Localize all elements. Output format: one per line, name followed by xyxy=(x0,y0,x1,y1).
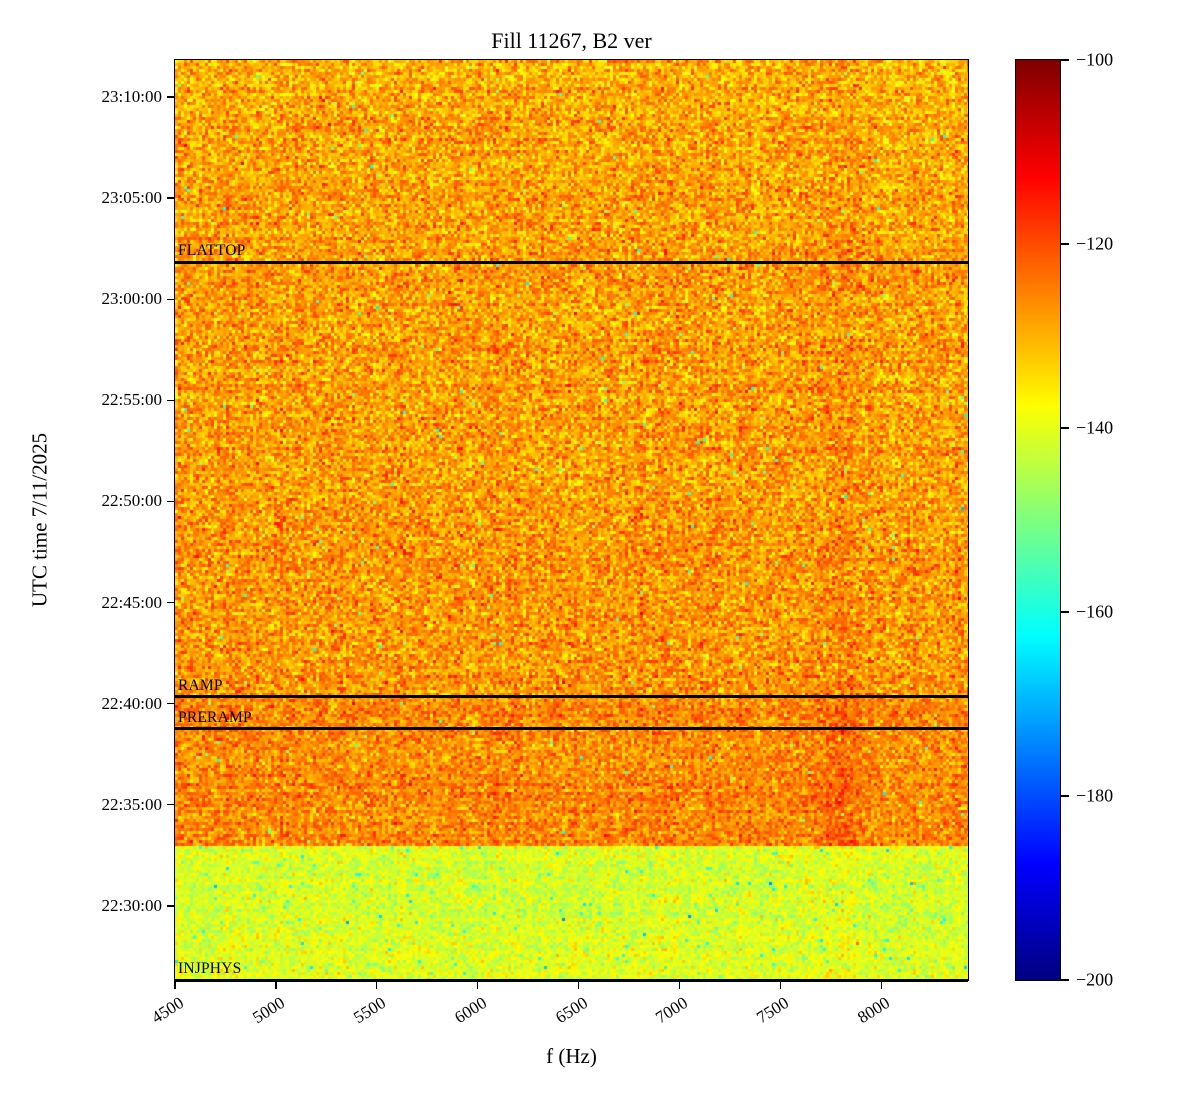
x-tick-label: 7000 xyxy=(652,993,692,1028)
colorbar-tick-mark xyxy=(1061,427,1069,429)
colorbar-tick-mark xyxy=(1061,611,1069,613)
x-tick-label: 7500 xyxy=(753,993,793,1028)
x-tick-label: 8000 xyxy=(854,993,894,1028)
y-tick-label: 23:10:00 xyxy=(101,87,162,107)
colorbar-tick-mark xyxy=(1061,243,1069,245)
annotation-label: RAMP xyxy=(178,676,223,694)
annotation-label: INJPHYS xyxy=(178,960,242,977)
annotation-line xyxy=(175,727,968,731)
y-tick-mark xyxy=(167,298,175,300)
x-tick-label: 5500 xyxy=(349,993,389,1028)
y-tick-mark xyxy=(167,804,175,806)
y-tick-mark xyxy=(167,905,175,907)
y-tick-mark xyxy=(167,601,175,604)
x-tick-mark xyxy=(577,981,580,989)
y-tick-label: 22:45:00 xyxy=(101,592,162,612)
y-tick-label: 22:35:00 xyxy=(101,794,162,814)
y-tick-label: 22:55:00 xyxy=(101,390,162,410)
spectrogram-canvas xyxy=(175,60,968,980)
y-tick-mark xyxy=(167,500,175,503)
colorbar-tick-label: −160 xyxy=(1076,601,1114,622)
colorbar-tick-mark xyxy=(1061,795,1069,797)
x-tick-label: 4500 xyxy=(148,993,188,1028)
y-tick-mark xyxy=(167,702,175,705)
colorbar-tick-label: −180 xyxy=(1076,785,1114,806)
colorbar-canvas xyxy=(1016,60,1060,980)
colorbar-tick-label: −140 xyxy=(1076,417,1114,438)
x-tick-mark xyxy=(174,981,176,989)
y-tick-mark xyxy=(167,197,175,199)
x-tick-mark xyxy=(779,981,782,989)
x-tick-mark xyxy=(476,981,479,989)
x-tick-mark xyxy=(275,981,277,989)
x-tick-mark xyxy=(880,981,882,989)
x-tick-mark xyxy=(678,981,681,989)
y-tick-mark xyxy=(167,96,175,98)
colorbar-tick-mark xyxy=(1061,979,1069,981)
y-tick-label: 23:05:00 xyxy=(101,188,162,208)
annotation-line xyxy=(175,695,968,699)
annotation-label: PRERAMP xyxy=(178,708,252,726)
chart-title: Fill 11267, B2 ver xyxy=(491,28,652,53)
annotation-label: FLATTOP xyxy=(178,242,246,260)
y-tick-label: 22:50:00 xyxy=(101,491,162,511)
y-axis-label: UTC time 7/11/2025 xyxy=(27,432,52,608)
x-tick-mark xyxy=(376,981,378,989)
y-tick-mark xyxy=(167,399,175,402)
x-tick-label: 6500 xyxy=(551,993,591,1028)
x-tick-label: 6000 xyxy=(450,993,490,1028)
y-tick-label: 23:00:00 xyxy=(101,289,162,309)
colorbar-tick-label: −120 xyxy=(1076,233,1114,254)
annotation-line xyxy=(175,978,968,982)
x-axis-label: f (Hz) xyxy=(546,1044,597,1068)
x-tick-label: 5000 xyxy=(249,993,288,1028)
y-tick-label: 22:40:00 xyxy=(101,693,162,713)
colorbar-tick-label: −200 xyxy=(1076,969,1114,990)
colorbar-tick-label: −100 xyxy=(1076,49,1114,70)
y-tick-label: 22:30:00 xyxy=(101,895,162,915)
colorbar-tick-mark xyxy=(1061,59,1069,61)
annotation-line xyxy=(175,260,968,264)
